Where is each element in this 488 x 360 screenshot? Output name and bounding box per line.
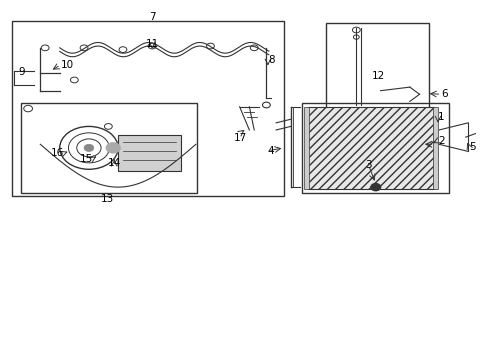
Bar [118, 135, 181, 171]
Bar [303, 107, 308, 189]
Text: 12: 12 [371, 71, 385, 81]
Text: 13: 13 [101, 194, 114, 204]
Text: 11: 11 [145, 39, 159, 49]
Text: 3: 3 [365, 160, 371, 170]
Text: 16: 16 [50, 148, 63, 158]
Text: 6: 6 [441, 89, 447, 99]
Text: 17: 17 [233, 133, 247, 143]
Bar [301, 103, 448, 193]
Bar [307, 107, 433, 189]
Text: 7: 7 [148, 12, 155, 22]
Text: 15: 15 [80, 154, 93, 163]
Bar [432, 107, 437, 189]
Text: 4: 4 [267, 146, 274, 156]
Circle shape [370, 184, 380, 191]
Text: 10: 10 [61, 60, 74, 70]
Text: 2: 2 [437, 136, 444, 146]
Text: 9: 9 [18, 67, 25, 77]
Bar [12, 21, 284, 196]
Bar [325, 23, 428, 112]
Circle shape [84, 144, 94, 152]
Text: 14: 14 [107, 158, 121, 168]
Text: 5: 5 [468, 142, 475, 152]
Text: 1: 1 [437, 112, 444, 122]
Circle shape [106, 143, 120, 153]
Text: 8: 8 [267, 55, 274, 65]
Bar [21, 103, 197, 193]
